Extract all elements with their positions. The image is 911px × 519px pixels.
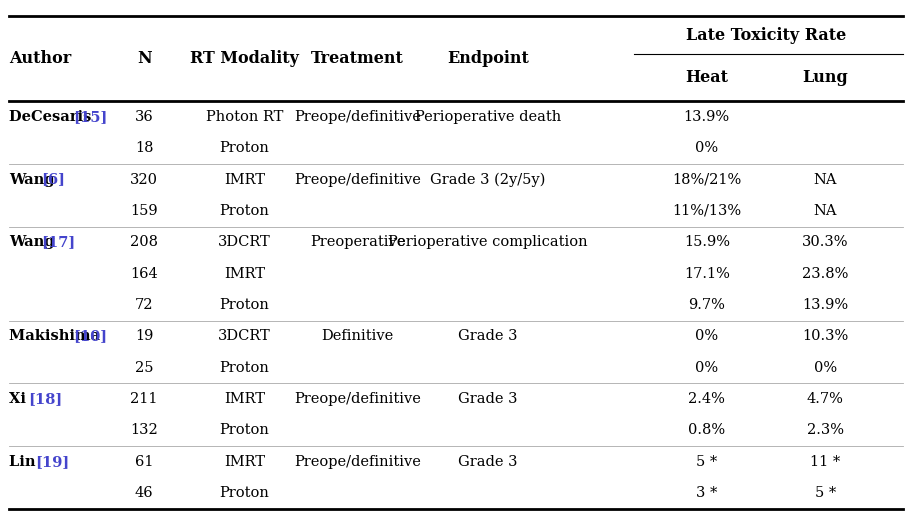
Text: 0%: 0% bbox=[694, 361, 718, 375]
Text: Wang: Wang bbox=[9, 172, 60, 186]
Text: 9.7%: 9.7% bbox=[688, 298, 724, 312]
Text: Proton: Proton bbox=[220, 361, 269, 375]
Text: Grade 3 (2y/5y): Grade 3 (2y/5y) bbox=[430, 172, 545, 187]
Text: 4.7%: 4.7% bbox=[806, 392, 843, 406]
Text: Makishima: Makishima bbox=[9, 329, 105, 343]
Text: Proton: Proton bbox=[220, 204, 269, 218]
Text: 0%: 0% bbox=[813, 361, 836, 375]
Text: 18%/21%: 18%/21% bbox=[671, 172, 741, 186]
Text: Perioperative complication: Perioperative complication bbox=[388, 235, 587, 249]
Text: Late Toxicity Rate: Late Toxicity Rate bbox=[685, 26, 845, 44]
Text: IMRT: IMRT bbox=[224, 172, 264, 186]
Text: 5 *: 5 * bbox=[695, 455, 717, 469]
Text: 164: 164 bbox=[130, 267, 158, 281]
Text: Treatment: Treatment bbox=[311, 50, 404, 67]
Text: Grade 3: Grade 3 bbox=[457, 329, 517, 343]
Text: Wang: Wang bbox=[9, 235, 60, 249]
Text: [17]: [17] bbox=[41, 235, 76, 249]
Text: 0%: 0% bbox=[694, 329, 718, 343]
Text: Proton: Proton bbox=[220, 486, 269, 500]
Text: 13.9%: 13.9% bbox=[683, 110, 729, 124]
Text: DeCesaris: DeCesaris bbox=[9, 110, 97, 124]
Text: Proton: Proton bbox=[220, 298, 269, 312]
Text: 11%/13%: 11%/13% bbox=[671, 204, 741, 218]
Text: [19]: [19] bbox=[35, 455, 69, 469]
Text: 0.8%: 0.8% bbox=[688, 424, 724, 438]
Text: 18: 18 bbox=[135, 141, 153, 155]
Text: [18]: [18] bbox=[28, 392, 63, 406]
Text: Grade 3: Grade 3 bbox=[457, 392, 517, 406]
Text: 10.3%: 10.3% bbox=[802, 329, 847, 343]
Text: [15]: [15] bbox=[73, 110, 107, 124]
Text: 208: 208 bbox=[130, 235, 158, 249]
Text: 30.3%: 30.3% bbox=[802, 235, 847, 249]
Text: IMRT: IMRT bbox=[224, 392, 264, 406]
Text: Preoperative: Preoperative bbox=[310, 235, 404, 249]
Text: NA: NA bbox=[813, 204, 836, 218]
Text: 36: 36 bbox=[135, 110, 153, 124]
Text: 2.3%: 2.3% bbox=[806, 424, 843, 438]
Text: 19: 19 bbox=[135, 329, 153, 343]
Text: 3 *: 3 * bbox=[695, 486, 717, 500]
Text: [10]: [10] bbox=[73, 329, 107, 343]
Text: 132: 132 bbox=[130, 424, 158, 438]
Text: 320: 320 bbox=[130, 172, 158, 186]
Text: Preope/definitive: Preope/definitive bbox=[293, 110, 421, 124]
Text: 46: 46 bbox=[135, 486, 153, 500]
Text: 15.9%: 15.9% bbox=[683, 235, 729, 249]
Text: 11 *: 11 * bbox=[809, 455, 840, 469]
Text: Heat: Heat bbox=[684, 70, 728, 86]
Text: [6]: [6] bbox=[41, 172, 65, 186]
Text: Grade 3: Grade 3 bbox=[457, 455, 517, 469]
Text: Definitive: Definitive bbox=[321, 329, 394, 343]
Text: 3DCRT: 3DCRT bbox=[218, 329, 271, 343]
Text: 3DCRT: 3DCRT bbox=[218, 235, 271, 249]
Text: N: N bbox=[137, 50, 151, 67]
Text: Proton: Proton bbox=[220, 424, 269, 438]
Text: 72: 72 bbox=[135, 298, 153, 312]
Text: NA: NA bbox=[813, 172, 836, 186]
Text: Lin: Lin bbox=[9, 455, 41, 469]
Text: 211: 211 bbox=[130, 392, 158, 406]
Text: 159: 159 bbox=[130, 204, 158, 218]
Text: Perioperative death: Perioperative death bbox=[415, 110, 560, 124]
Text: Lung: Lung bbox=[802, 70, 847, 86]
Text: Preope/definitive: Preope/definitive bbox=[293, 392, 421, 406]
Text: Photon RT: Photon RT bbox=[206, 110, 282, 124]
Text: 17.1%: 17.1% bbox=[683, 267, 729, 281]
Text: 23.8%: 23.8% bbox=[802, 267, 847, 281]
Text: 25: 25 bbox=[135, 361, 153, 375]
Text: 2.4%: 2.4% bbox=[688, 392, 724, 406]
Text: Xi: Xi bbox=[9, 392, 31, 406]
Text: 0%: 0% bbox=[694, 141, 718, 155]
Text: 5 *: 5 * bbox=[814, 486, 835, 500]
Text: IMRT: IMRT bbox=[224, 455, 264, 469]
Text: Preope/definitive: Preope/definitive bbox=[293, 172, 421, 186]
Text: 13.9%: 13.9% bbox=[802, 298, 847, 312]
Text: 61: 61 bbox=[135, 455, 153, 469]
Text: Endpoint: Endpoint bbox=[446, 50, 528, 67]
Text: RT Modality: RT Modality bbox=[189, 50, 299, 67]
Text: IMRT: IMRT bbox=[224, 267, 264, 281]
Text: Preope/definitive: Preope/definitive bbox=[293, 455, 421, 469]
Text: Author: Author bbox=[9, 50, 71, 67]
Text: Proton: Proton bbox=[220, 141, 269, 155]
